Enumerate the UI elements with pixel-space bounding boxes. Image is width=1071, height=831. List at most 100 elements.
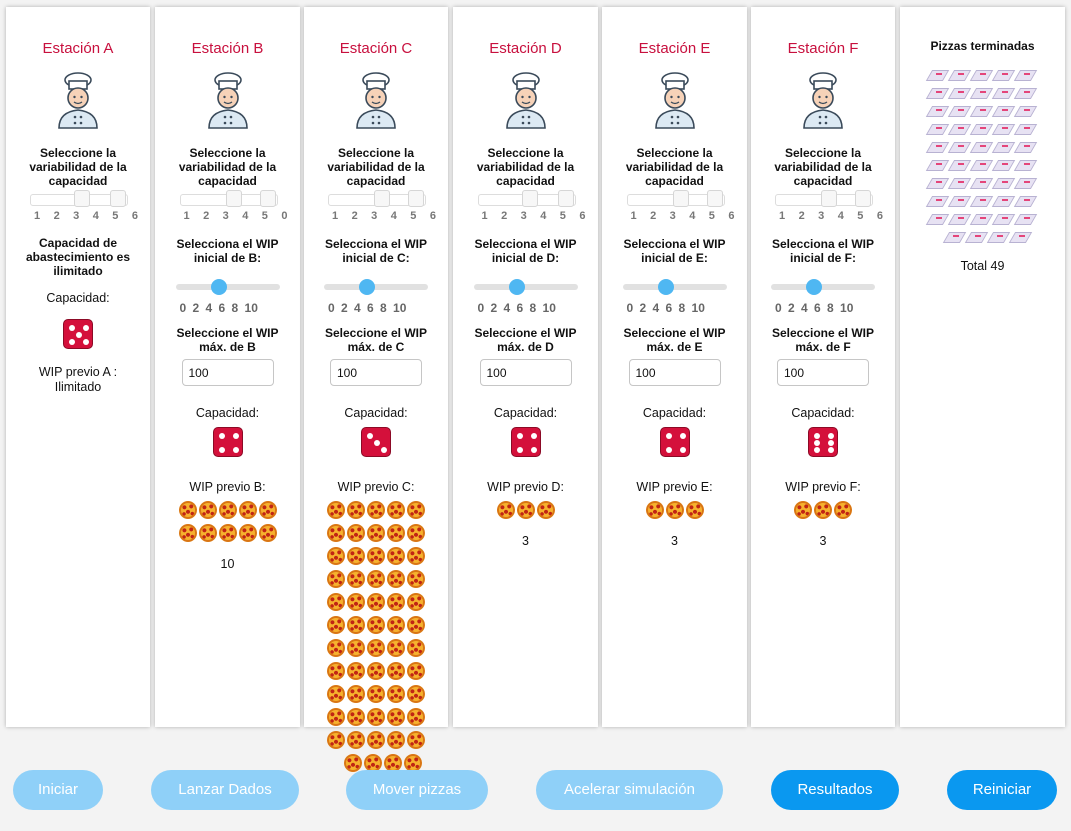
max-wip-input[interactable] [628, 359, 721, 386]
max-wip-input[interactable] [777, 359, 869, 386]
initial-wip-slider[interactable] [771, 279, 875, 295]
pizza-box-icon [949, 211, 971, 229]
pizza-box-icon [971, 157, 993, 175]
pizza-icon [685, 499, 705, 521]
pizza-icon [366, 683, 386, 705]
pizza-icon [386, 545, 406, 567]
initial-wip-slider[interactable] [622, 279, 727, 295]
pizza-box-icon [971, 139, 993, 157]
station-f-panel: Estación F Seleccione la variabilidad de … [751, 7, 895, 727]
pizza-box-icon [971, 67, 993, 85]
pizza-icon [406, 568, 426, 590]
roll-dice-button[interactable]: Lanzar Dados [151, 770, 299, 810]
reset-button[interactable]: Reiniciar [947, 770, 1057, 810]
pizza-box-icon [993, 157, 1015, 175]
wip-count: 3 [522, 534, 529, 548]
previous-wip-value: Ilimitado [54, 380, 102, 394]
slider-numbers: 0 2 4 6 8 10 [179, 301, 258, 315]
wip-count: 10 [220, 557, 235, 571]
pizza-icon [346, 614, 366, 636]
pizza-icon [366, 499, 386, 521]
pizza-icon [238, 522, 258, 544]
pizza-icon [366, 637, 386, 659]
finished-total: Total 49 [960, 259, 1005, 273]
supply-label: Capacidad de abastecimiento es ilimitado [25, 236, 131, 278]
pizza-box-icon [927, 157, 949, 175]
initial-wip-slider[interactable] [473, 279, 578, 295]
variability-selector[interactable] [775, 190, 873, 207]
pizza-icon [383, 752, 403, 774]
initial-wip-label: Selecciona el WIP inicial de F: [771, 237, 875, 265]
pizza-icon [516, 499, 536, 521]
max-wip-input[interactable] [479, 359, 572, 386]
pizza-icon [363, 752, 383, 774]
pizza-box-icon [949, 175, 971, 193]
move-pizzas-button[interactable]: Mover pizzas [346, 770, 488, 810]
pizza-icon [406, 614, 426, 636]
pizza-box-icon [993, 85, 1015, 103]
pizza-icon [178, 522, 198, 544]
pizza-box-icon [949, 139, 971, 157]
station-title: Estación E [638, 40, 711, 57]
pizza-box-icon [949, 157, 971, 175]
pizza-icon [406, 545, 426, 567]
pizza-box-icon [993, 193, 1015, 211]
pizza-icon [406, 591, 426, 613]
initial-wip-slider[interactable] [324, 279, 428, 295]
die-icon [212, 427, 243, 457]
max-wip-input[interactable] [181, 359, 274, 386]
capacity-label: Capacidad: [195, 406, 260, 420]
variability-selector[interactable] [477, 190, 576, 207]
station-c-panel: Estación C Seleccione la variabilidad de … [304, 7, 448, 801]
pizza-icon [346, 637, 366, 659]
max-wip-label: Seleccione el WIP máx. de C [324, 326, 428, 354]
variability-label: Seleccione la variabilidad de la capacid… [29, 146, 127, 188]
pizza-icon [366, 591, 386, 613]
pizza-icon [366, 545, 386, 567]
pizza-icon [665, 499, 685, 521]
finished-pizzas-panel: Pizzas terminadas Total 49 [900, 7, 1065, 727]
variability-selector[interactable] [179, 190, 278, 207]
max-wip-label: Seleccione el WIP máx. de D [474, 326, 577, 354]
die-icon [361, 427, 391, 457]
pizza-icon [346, 499, 366, 521]
previous-wip-label: WIP previo A : [38, 365, 118, 379]
pizza-icon [386, 522, 406, 544]
pizza-icon [406, 499, 426, 521]
max-wip-input[interactable] [330, 359, 422, 386]
initial-wip-slider[interactable] [175, 279, 280, 295]
pizza-box-icon [927, 139, 949, 157]
pizza-box-icon [988, 229, 1010, 247]
pizza-icon [326, 683, 346, 705]
pizza-icon [386, 499, 406, 521]
pizza-icon [366, 729, 386, 751]
chef-icon [207, 72, 248, 129]
pizza-icon [346, 660, 366, 682]
pizza-box-icon [949, 85, 971, 103]
pizza-icon [386, 660, 406, 682]
pizza-icon [645, 499, 665, 521]
pizza-box-icon [1015, 103, 1037, 121]
start-button[interactable]: Iniciar [13, 770, 103, 810]
variability-numbers: 1 2 3 4 5 6 [481, 210, 591, 222]
pizza-icon [403, 752, 423, 774]
results-button[interactable]: Resultados [771, 770, 899, 810]
pizza-icon [386, 637, 406, 659]
pizza-box-icon [927, 175, 949, 193]
variability-selector[interactable] [626, 190, 725, 207]
initial-wip-label: Selecciona el WIP inicial de E: [623, 237, 726, 265]
pizza-box-icon [971, 103, 993, 121]
pizza-box-icon [993, 121, 1015, 139]
speed-up-button[interactable]: Acelerar simulación [536, 770, 723, 810]
pizza-box-icon [1015, 139, 1037, 157]
variability-selector[interactable] [30, 190, 128, 207]
pizza-icon [366, 522, 386, 544]
pizza-icon [326, 660, 346, 682]
pizza-icon [386, 614, 406, 636]
pizza-box-icon [993, 211, 1015, 229]
max-wip-label: Seleccione el WIP máx. de F [771, 326, 875, 354]
initial-wip-label: Selecciona el WIP inicial de B: [176, 237, 279, 265]
pizza-icon [326, 522, 346, 544]
variability-selector[interactable] [328, 190, 426, 207]
pizza-box-icon [927, 121, 949, 139]
